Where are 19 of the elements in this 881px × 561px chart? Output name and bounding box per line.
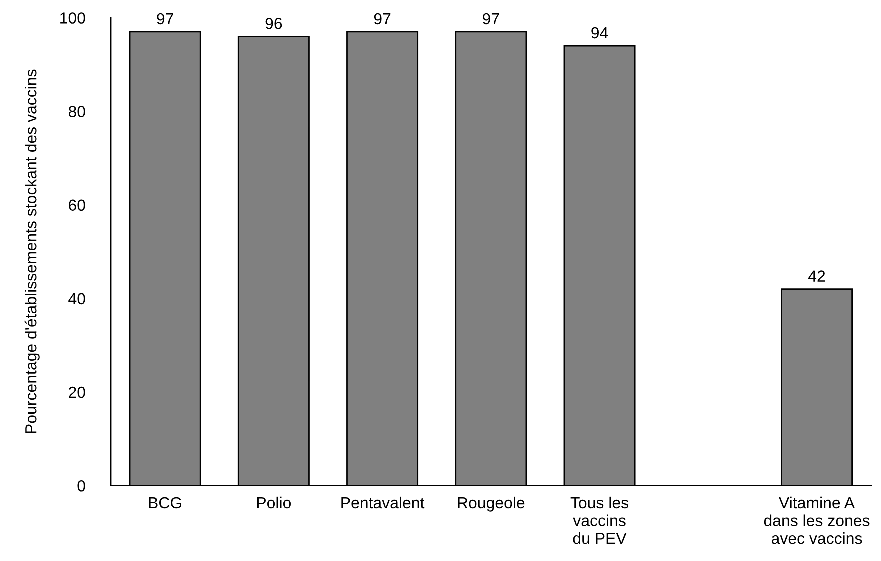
x-tick-label: Rougeole bbox=[458, 496, 525, 512]
data-label: 96 bbox=[266, 18, 282, 30]
data-label: 42 bbox=[808, 270, 826, 282]
y-axis-title: Pourcentage d'établissements stockant des vaccins bbox=[24, 70, 40, 434]
y-tick-label: 60 bbox=[69, 200, 86, 212]
y-tick-label: 40 bbox=[68, 293, 86, 305]
y-tick-label: 80 bbox=[68, 106, 86, 118]
data-label: 97 bbox=[157, 13, 174, 25]
data-label: 94 bbox=[592, 27, 608, 39]
x-tick-label: BCG bbox=[149, 497, 182, 509]
x-tick-label: Polio bbox=[257, 496, 292, 509]
x-tick-label: Pentavalent bbox=[342, 496, 425, 509]
data-label: 97 bbox=[483, 13, 500, 25]
y-tick-label: 0 bbox=[78, 480, 86, 492]
y-tick-label: 100 bbox=[60, 12, 86, 24]
y-tick-label: 20 bbox=[69, 386, 86, 398]
x-tick-label: Vitamine A dans les zones avec vaccins bbox=[764, 496, 870, 544]
data-label: 97 bbox=[374, 13, 391, 25]
x-tick-label: Tous les vaccins du PEV bbox=[570, 496, 628, 544]
